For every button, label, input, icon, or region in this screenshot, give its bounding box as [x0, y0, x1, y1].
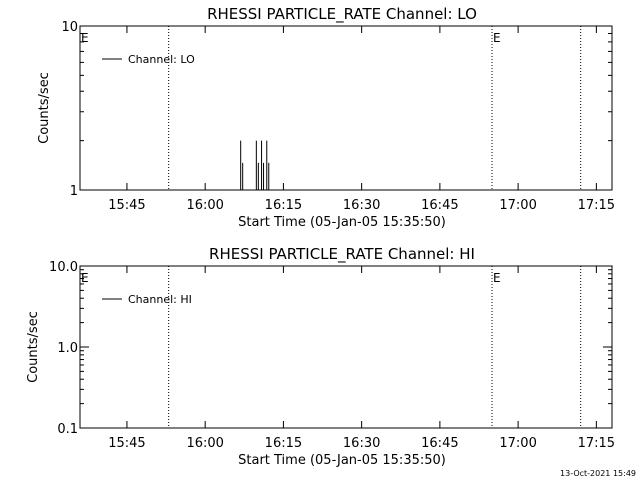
- chart0-xtick-label: 16:15: [265, 198, 302, 213]
- footer-timestamp: 13-Oct-2021 15:49: [560, 469, 636, 478]
- chart1-ytick-label: 10.0: [49, 260, 78, 275]
- chart0-legend-label: Channel: LO: [128, 53, 195, 66]
- chart0-start-marker: E: [81, 31, 89, 45]
- chart1-ytick-label: 0.1: [57, 422, 78, 437]
- chart1-legend-label: Channel: HI: [128, 293, 192, 306]
- chart1-plot-frame: [79, 265, 613, 429]
- chart0-xtick-label: 16:00: [186, 198, 223, 213]
- chart0-ylabel: Counts/sec: [37, 72, 52, 144]
- chart0-xtick-label: 15:45: [108, 198, 145, 213]
- chart0-xtick-label: 17:00: [499, 198, 536, 213]
- chart1-xtick-label: 16:15: [265, 436, 302, 451]
- chart0-ytick-label: 1: [70, 184, 78, 199]
- chart1-ylabel: Counts/sec: [26, 311, 41, 383]
- chart1-xtick-label: 15:45: [108, 436, 145, 451]
- chart0-title: RHESSI PARTICLE_RATE Channel: LO: [207, 5, 477, 24]
- chart1-title: RHESSI PARTICLE_RATE Channel: HI: [209, 245, 475, 264]
- chart1-ytick-label: 1.0: [57, 341, 78, 356]
- chart1-xtick-label: 17:15: [578, 436, 615, 451]
- chart0-ytick-label: 10: [61, 20, 78, 35]
- chart1-xtick-label: 17:00: [499, 436, 536, 451]
- chart0-xlabel: Start Time (05-Jan-05 15:35:50): [238, 215, 446, 230]
- chart0-xtick-label: 16:45: [421, 198, 458, 213]
- chart1-start-marker: E: [81, 271, 89, 285]
- chart1-xtick-label: 16:00: [186, 436, 223, 451]
- chart0-xtick-label: 17:15: [578, 198, 615, 213]
- chart1-xtick-label: 16:45: [421, 436, 458, 451]
- chart1-xtick-label: 16:30: [343, 436, 380, 451]
- chart1-event-label: E: [493, 271, 501, 285]
- chart0-event-label: E: [493, 31, 501, 45]
- chart1-xlabel: Start Time (05-Jan-05 15:35:50): [238, 453, 446, 468]
- chart0-xtick-label: 16:30: [343, 198, 380, 213]
- chart0-plot-frame: [79, 25, 613, 191]
